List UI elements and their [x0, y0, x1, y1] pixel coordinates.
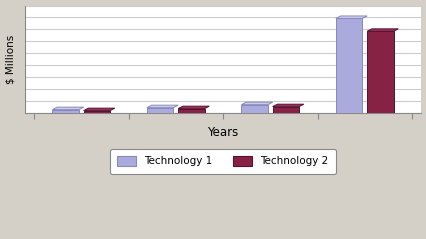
- Polygon shape: [83, 108, 115, 111]
- Bar: [366, 31, 393, 113]
- Polygon shape: [272, 104, 303, 107]
- X-axis label: Years: Years: [207, 126, 238, 139]
- Bar: [52, 110, 79, 113]
- Polygon shape: [335, 16, 366, 18]
- Y-axis label: $ Millions: $ Millions: [6, 34, 15, 84]
- Bar: [241, 105, 267, 113]
- Bar: [147, 108, 173, 113]
- Polygon shape: [52, 107, 83, 110]
- Polygon shape: [366, 29, 397, 31]
- Legend: Technology 1, Technology 2: Technology 1, Technology 2: [110, 149, 335, 174]
- Bar: [272, 107, 298, 113]
- Polygon shape: [147, 105, 178, 108]
- Polygon shape: [178, 106, 209, 109]
- Bar: [335, 18, 362, 113]
- Polygon shape: [241, 102, 272, 105]
- Bar: [178, 109, 204, 113]
- Bar: [83, 111, 110, 113]
